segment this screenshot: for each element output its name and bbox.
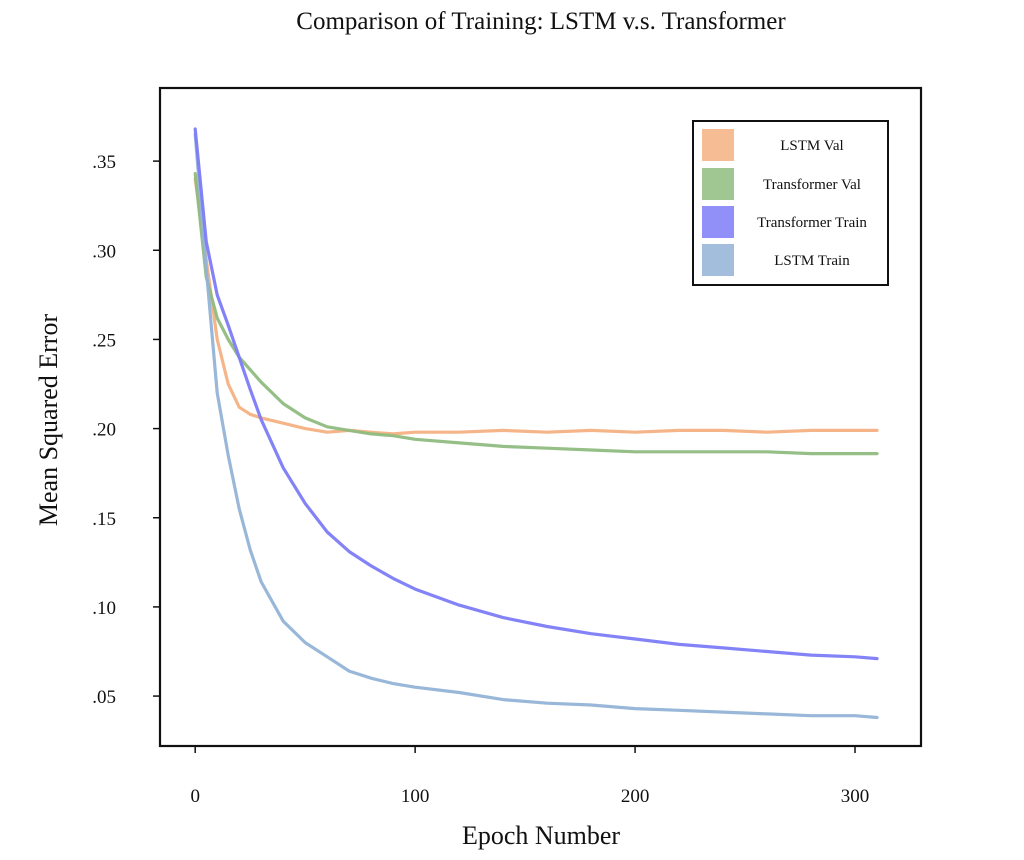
x-tick-label: 300 [841, 786, 870, 807]
y-tick-label: .10 [92, 598, 116, 619]
chart-title: Comparison of Training: LSTM v.s. Transf… [296, 8, 786, 35]
legend-swatch [702, 206, 734, 238]
series-line-lstm-train [193, 132, 879, 720]
x-tick-label: 100 [401, 786, 430, 807]
series-layer [193, 127, 879, 720]
plot-frame [158, 86, 923, 748]
y-tick-label: .30 [92, 241, 116, 262]
legend-label: LSTM Val [780, 138, 843, 154]
legend: LSTM Val Transformer Val Transformer Train… [692, 120, 889, 286]
series-line-lstm-val [193, 177, 879, 436]
y-tick-label: .15 [92, 509, 116, 530]
y-tick-label: .25 [92, 330, 116, 351]
legend-swatch [702, 244, 734, 276]
y-tick-label: .20 [92, 420, 116, 441]
y-axis-title: Mean Squared Error [34, 314, 63, 527]
y-axis: .05 .10 .15 .20 .25 .30 .35 [92, 152, 160, 708]
x-axis: 0 100 200 300 [190, 746, 869, 807]
legend-swatch [702, 168, 734, 200]
legend-label: LSTM Train [774, 253, 850, 269]
legend-label: Transformer Val [763, 177, 861, 193]
legend-label: Transformer Train [757, 215, 867, 231]
x-axis-title: Epoch Number [462, 821, 620, 850]
y-tick-label: .05 [92, 687, 116, 708]
x-tick-label: 200 [621, 786, 650, 807]
x-tick-label: 0 [190, 786, 200, 807]
legend-swatch [702, 129, 734, 161]
y-tick-label: .35 [92, 152, 116, 173]
series-line-transformer-train [193, 127, 879, 661]
